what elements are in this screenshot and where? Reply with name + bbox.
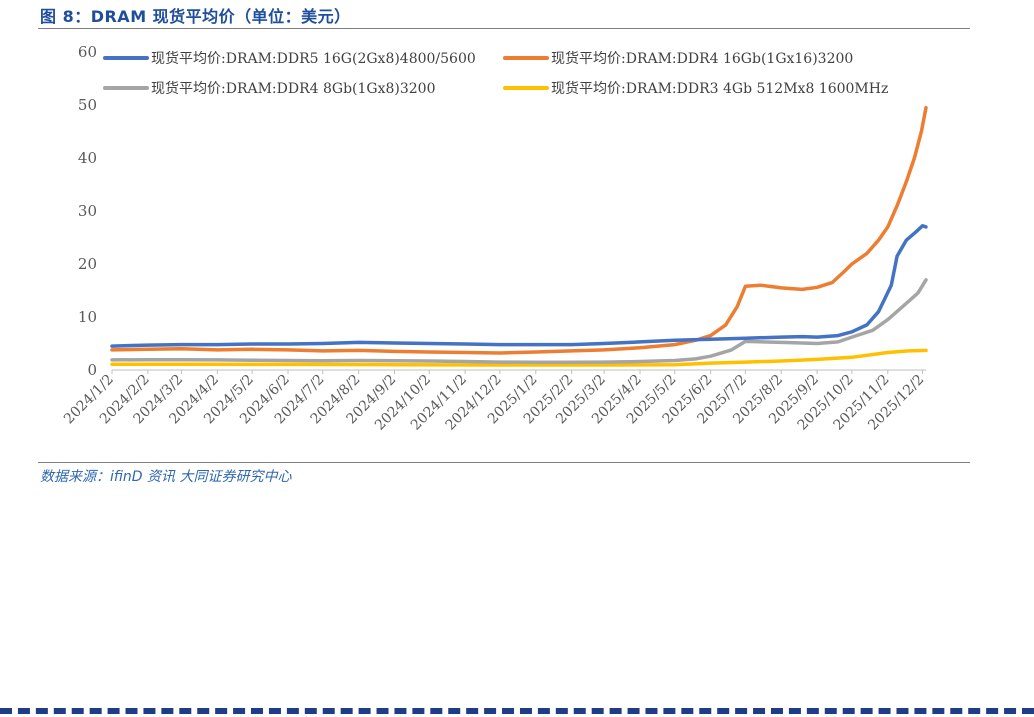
y-axis-ticks: 0 10 20 30 40 50 60 bbox=[78, 43, 97, 379]
footer-dashed-border bbox=[0, 708, 1034, 714]
legend-label: 现货平均价:DRAM:DDR5 16G(2Gx8)4800/5600 bbox=[151, 50, 476, 67]
y-tick-label: 50 bbox=[78, 96, 97, 114]
series-line-0 bbox=[110, 224, 928, 348]
series-line-1 bbox=[110, 105, 928, 355]
y-tick-label: 30 bbox=[78, 202, 97, 220]
legend-item-1: 现货平均价:DRAM:DDR4 16Gb(1Gx16)3200 bbox=[503, 50, 853, 67]
line-chart: 现货平均价:DRAM:DDR5 16G(2Gx8)4800/5600 现货平均价:… bbox=[61, 43, 928, 434]
bottom-divider bbox=[38, 462, 970, 463]
y-tick-label: 20 bbox=[78, 255, 97, 273]
y-tick-label: 10 bbox=[78, 308, 97, 326]
y-tick-label: 0 bbox=[87, 361, 97, 379]
legend-label: 现货平均价:DRAM:DDR3 4Gb 512Mx8 1600MHz bbox=[551, 80, 888, 97]
y-tick-label: 60 bbox=[78, 43, 97, 61]
legend-item-0: 现货平均价:DRAM:DDR5 16G(2Gx8)4800/5600 bbox=[103, 50, 476, 67]
figure-title: 图 8：DRAM 现货平均价（单位：美元） bbox=[40, 7, 351, 26]
legend-item-3: 现货平均价:DRAM:DDR3 4Gb 512Mx8 1600MHz bbox=[503, 80, 888, 97]
top-divider bbox=[38, 28, 970, 29]
legend-label: 现货平均价:DRAM:DDR4 16Gb(1Gx16)3200 bbox=[551, 50, 853, 67]
legend-label: 现货平均价:DRAM:DDR4 8Gb(1Gx8)3200 bbox=[151, 80, 436, 97]
y-tick-label: 40 bbox=[78, 149, 97, 167]
series-lines bbox=[110, 105, 928, 367]
x-axis-ticks: 2024/1/22024/2/22024/3/22024/4/22024/5/2… bbox=[61, 370, 927, 434]
series-line-3 bbox=[110, 348, 928, 367]
source-note: 数据来源：ifinD 资讯 大同证券研究中心 bbox=[40, 469, 292, 485]
legend: 现货平均价:DRAM:DDR5 16G(2Gx8)4800/5600 现货平均价:… bbox=[103, 50, 888, 97]
series-line-2 bbox=[110, 278, 928, 365]
legend-item-2: 现货平均价:DRAM:DDR4 8Gb(1Gx8)3200 bbox=[103, 80, 436, 97]
